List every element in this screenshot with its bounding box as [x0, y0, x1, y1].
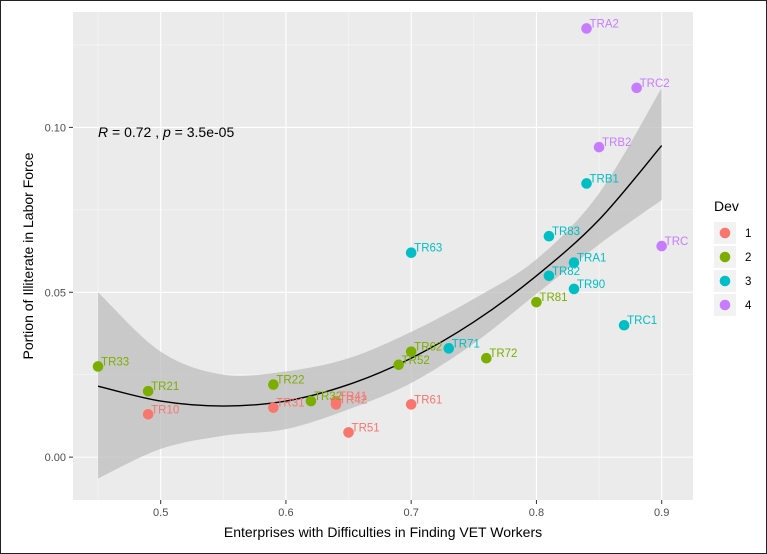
point-tra1: [568, 257, 580, 268]
point-tr71: [443, 343, 455, 354]
point-label-tr82: TR82: [552, 266, 580, 278]
point-tr72: [481, 352, 492, 364]
y-axis-label: Portion of Illiterate in Labor Force: [20, 152, 36, 359]
point-label-tr10: TR10: [151, 404, 179, 416]
point-tr52: [393, 359, 404, 371]
y-tick-label: 0.00: [45, 452, 66, 464]
point-label-tr63: TR63: [414, 243, 442, 255]
point-label-tr62: TR62: [414, 342, 442, 354]
point-label-tra2: TRA2: [590, 18, 619, 30]
legend-key-4: [719, 299, 731, 311]
legend-label-4: 4: [745, 300, 752, 312]
confidence-band: [98, 87, 662, 479]
point-trc: [656, 240, 667, 252]
point-label-trc1: TRC1: [627, 315, 657, 327]
correlation-annotation: R = 0.72 , p = 3.5e-05: [98, 124, 234, 140]
point-trb1: [581, 178, 592, 189]
point-label-tr61: TR61: [414, 394, 442, 406]
point-label-trc2: TRC2: [640, 78, 670, 90]
legend: Dev 1 2 3 4: [714, 198, 752, 316]
point-trc1: [618, 319, 630, 331]
point-tr81: [531, 296, 542, 308]
p-symbol: p: [162, 124, 171, 140]
point-label-tr72: TR72: [489, 348, 517, 360]
point-label-tr90: TR90: [577, 279, 605, 291]
point-label-tr31: TR31: [276, 398, 304, 410]
legend-label-3: 3: [745, 276, 751, 288]
point-label-trb1: TRB1: [590, 173, 619, 185]
x-tick-label: 0.8: [529, 507, 544, 519]
point-tr83: [543, 230, 555, 242]
point-tr22: [268, 379, 279, 390]
point-label-tr22: TR22: [276, 375, 304, 387]
point-label-tr41: TR41: [339, 391, 367, 403]
point-label-tr33: TR33: [101, 356, 129, 368]
x-tick-label: 0.6: [278, 507, 293, 519]
point-trc2: [631, 82, 642, 94]
legend-key-3: [719, 275, 731, 287]
point-tr62: [405, 346, 417, 357]
legend-label-2: 2: [745, 252, 751, 264]
x-tick-label: 0.5: [153, 507, 168, 519]
point-tr90: [568, 283, 580, 295]
x-axis-ticks: 0.5 0.6 0.7 0.8 0.9: [153, 500, 669, 519]
point-tr10: [142, 408, 154, 420]
point-label-trb2: TRB2: [602, 137, 631, 149]
point-tr33: [92, 361, 104, 372]
legend-key-1: [719, 227, 731, 239]
r-value: = 0.72 ,: [108, 124, 163, 140]
point-label-tr32: TR32: [314, 391, 342, 403]
legend-key-2: [719, 251, 731, 263]
point-tr42: [330, 399, 342, 410]
point-tra2: [581, 23, 592, 34]
x-axis-label: Enterprises with Difficulties in Finding…: [224, 524, 542, 540]
x-tick-label: 0.9: [654, 507, 669, 519]
point-trb2: [593, 141, 605, 153]
point-tr51: [343, 427, 354, 438]
point-label-tra1: TRA1: [577, 253, 606, 265]
point-tr32: [305, 395, 317, 407]
point-tr61: [405, 399, 417, 410]
y-axis-ticks: 0.00 0.05 0.10: [45, 122, 73, 464]
point-tr31: [268, 402, 279, 413]
point-label-tr83: TR83: [552, 226, 580, 238]
point-label-tr81: TR81: [539, 292, 567, 304]
r-symbol: R: [98, 124, 108, 140]
point-label-trc: TRC: [665, 236, 689, 248]
point-tr82: [543, 270, 555, 282]
point-tr21: [142, 385, 154, 397]
legend-label-1: 1: [745, 228, 751, 240]
p-value: = 3.5e-05: [171, 124, 235, 140]
y-tick-label: 0.05: [45, 287, 66, 299]
point-label-tr42: TR42: [339, 394, 367, 406]
y-tick-label: 0.10: [45, 122, 66, 134]
point-label-tr51: TR51: [352, 422, 380, 434]
legend-title: Dev: [714, 198, 739, 214]
point-label-tr21: TR21: [151, 381, 179, 393]
points-layer: [92, 23, 667, 438]
x-tick-label: 0.7: [404, 507, 419, 519]
point-label-tr52: TR52: [402, 355, 430, 367]
point-tr63: [405, 247, 417, 259]
point-label-tr71: TR71: [452, 338, 480, 350]
